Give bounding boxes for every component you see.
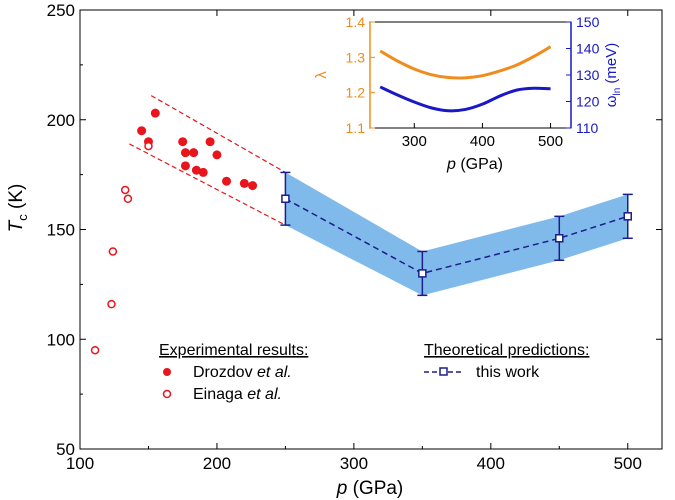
this-work-point bbox=[418, 269, 427, 278]
this-work-line bbox=[285, 198, 628, 275]
lambda-curve bbox=[379, 45, 552, 80]
inset-omega-tick-label: 130 bbox=[576, 67, 600, 83]
legend-einaga-entry: Einaga et al. bbox=[193, 386, 282, 403]
inset-x-axis-label: p (GPa) bbox=[446, 156, 503, 173]
drozdov-point bbox=[191, 165, 201, 175]
this-work-point bbox=[623, 212, 633, 221]
guide-line bbox=[129, 143, 286, 226]
omega-curve bbox=[379, 85, 551, 113]
drozdov-point bbox=[180, 161, 190, 171]
legend-theoretical-title: Theoretical predictions: bbox=[424, 342, 589, 359]
this-work-point bbox=[281, 194, 290, 204]
inset-x-tick-label: 500 bbox=[538, 133, 563, 150]
legend-einaga-marker bbox=[162, 389, 172, 399]
einaga-point bbox=[90, 345, 100, 355]
inset-data-lines bbox=[379, 45, 552, 113]
main-x-axis-label: p (GPa) bbox=[336, 478, 404, 499]
inset-plot-frame bbox=[369, 21, 572, 129]
drozdov-point bbox=[137, 126, 147, 136]
omega-label-unit: (meV) bbox=[603, 43, 620, 88]
drozdov-point bbox=[189, 148, 199, 158]
y-tick-label: 50 bbox=[56, 440, 75, 459]
einaga-point bbox=[144, 141, 153, 151]
legend-theoretical: Theoretical predictions: this work bbox=[424, 342, 589, 381]
drozdov-point bbox=[212, 150, 222, 160]
x-label-italic: p bbox=[336, 478, 348, 499]
drozdov-point bbox=[178, 137, 188, 147]
drozdov-point bbox=[180, 148, 190, 158]
y-tick-label: 150 bbox=[47, 221, 75, 240]
einaga-point bbox=[107, 299, 116, 309]
inset-omega-tick-label: 140 bbox=[576, 41, 600, 57]
legend-einaga-etal: et al. bbox=[247, 386, 282, 403]
drozdov-point bbox=[239, 178, 249, 188]
y-label-subscript: c bbox=[15, 214, 30, 221]
main-y-axis-label: Tc (K) bbox=[6, 184, 30, 233]
inset-x-tick-label: 400 bbox=[470, 133, 495, 150]
inset-lambda-tick-label: 1.2 bbox=[346, 85, 366, 101]
y-tick-label: 250 bbox=[47, 1, 75, 20]
legend-this-work-label: this work bbox=[476, 364, 540, 381]
inset-omega-tick-label: 110 bbox=[576, 120, 599, 136]
inset-lambda-tick-label: 1.3 bbox=[346, 49, 366, 65]
legend-experimental: Experimental results: Drozdov et al. Ein… bbox=[159, 342, 308, 403]
inset-x-label-italic: p bbox=[446, 156, 456, 173]
main-data-marks bbox=[90, 108, 633, 355]
y-tick-label: 200 bbox=[47, 111, 75, 130]
inset-plot: 300 400 500 1.1 1.2 1.3 1.4 110 120 130 140 150 λ ω… bbox=[313, 14, 623, 173]
this-work-point bbox=[555, 234, 564, 243]
y-label-unit: (K) bbox=[6, 184, 27, 215]
einaga-point bbox=[108, 247, 118, 256]
x-tick-label: 200 bbox=[203, 454, 231, 473]
inset-omega-axis-label: ωln (meV) bbox=[603, 43, 623, 108]
einaga-point bbox=[120, 185, 130, 195]
drozdov-point bbox=[198, 167, 208, 177]
legend-einaga-label: Einaga bbox=[193, 386, 247, 403]
uncertainty-band bbox=[285, 172, 628, 296]
drozdov-point bbox=[205, 137, 215, 147]
legend-drozdov-entry: Drozdov et al. bbox=[193, 364, 292, 381]
inset-lambda-tick-label: 1.4 bbox=[346, 14, 366, 30]
guide-line bbox=[150, 95, 286, 173]
inset-axis-ticks: 300 400 500 1.1 1.2 1.3 1.4 110 120 130 140 150 bbox=[346, 14, 600, 150]
legend-drozdov-etal: et al. bbox=[257, 364, 292, 381]
einaga-point bbox=[123, 194, 133, 204]
legend-drozdov-marker bbox=[163, 368, 171, 376]
x-tick-label: 100 bbox=[66, 454, 94, 473]
omega-label-main: ω bbox=[603, 95, 620, 107]
x-tick-label: 400 bbox=[477, 454, 505, 473]
y-tick-label: 100 bbox=[47, 330, 75, 349]
drozdov-point bbox=[222, 176, 232, 186]
drozdov-point bbox=[150, 108, 160, 118]
drozdov-point bbox=[248, 181, 258, 191]
inset-omega-tick-label: 150 bbox=[576, 14, 600, 30]
legend-this-work-marker bbox=[439, 367, 448, 376]
inset-x-tick-label: 300 bbox=[402, 133, 427, 150]
inset-lambda-axis-label: λ bbox=[313, 71, 330, 79]
inset-lambda-tick-label: 1.1 bbox=[346, 120, 366, 136]
x-tick-label: 300 bbox=[340, 454, 368, 473]
x-tick-label: 500 bbox=[614, 454, 642, 473]
x-label-unit: (GPa) bbox=[347, 478, 403, 499]
y-label-italic: T bbox=[6, 219, 27, 232]
legend-experimental-title: Experimental results: bbox=[159, 342, 308, 359]
guide-lines bbox=[129, 95, 286, 226]
inset-x-label-unit: (GPa) bbox=[456, 156, 503, 173]
inset-omega-tick-label: 120 bbox=[576, 94, 600, 110]
omega-label-sub: ln bbox=[612, 88, 623, 96]
legend-drozdov-label: Drozdov bbox=[193, 364, 257, 381]
